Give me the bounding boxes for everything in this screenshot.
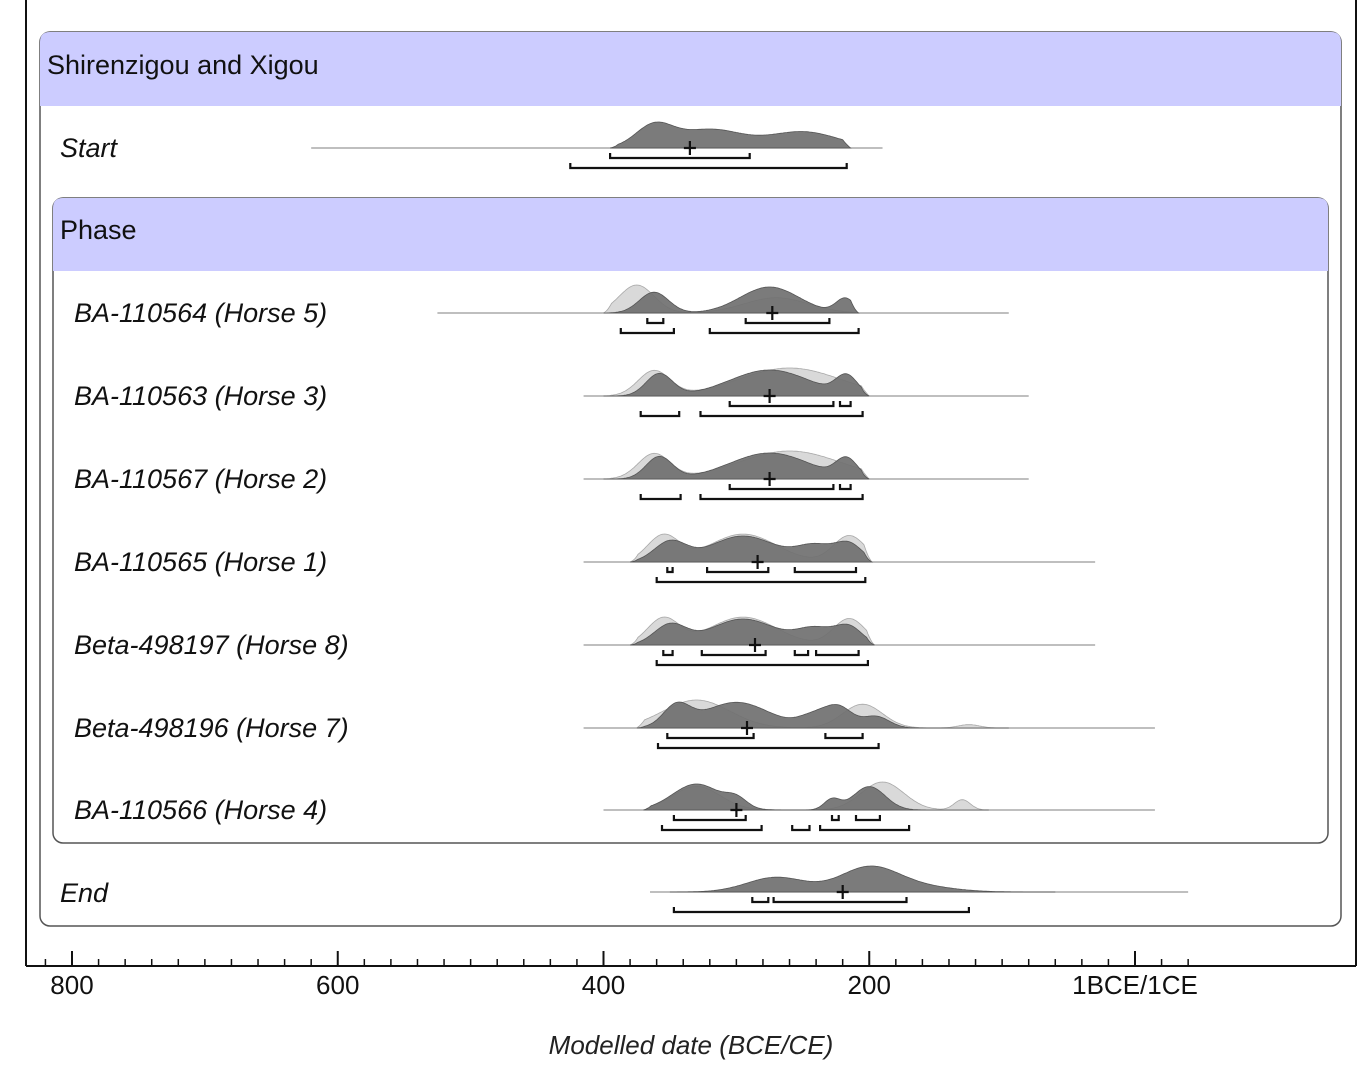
mean-marker-item-5 (741, 721, 753, 735)
posterior-item-1 (603, 369, 870, 397)
posterior-item-4 (630, 618, 875, 646)
posterior-item-0 (603, 286, 860, 314)
range95-item-2-0 (639, 494, 682, 501)
distribution-item-6 (603, 781, 1155, 832)
range95-item-4-0 (655, 660, 869, 667)
row-label-6: BA-110566 (Horse 4) (74, 795, 327, 825)
distributions (311, 121, 1189, 914)
row-label-end: End (60, 878, 109, 908)
range68-item-5-1 (824, 733, 864, 740)
range68-item-4-3 (815, 650, 860, 657)
range68-end-1 (772, 897, 908, 904)
range68-end-0 (751, 897, 770, 904)
mean-marker-item-0 (766, 306, 779, 320)
group-title: Shirenzigou and Xigou (47, 50, 319, 80)
range68-item-6-1 (830, 815, 840, 822)
distribution-item-4 (583, 616, 1096, 667)
range95-item-1-0 (639, 411, 681, 418)
group-header (40, 32, 1341, 106)
tick-label-2: 400 (582, 970, 625, 1000)
range95-item-0-1 (708, 328, 860, 335)
posterior-item-6 (643, 783, 989, 811)
mean-marker-item-4 (749, 638, 761, 652)
phase-header (53, 198, 1328, 271)
range68-item-3-1 (706, 567, 770, 574)
row-label-2: BA-110567 (Horse 2) (74, 464, 327, 494)
range95-item-0-0 (619, 328, 675, 335)
range95-item-6-0 (660, 825, 763, 832)
range68-item-0-0 (646, 318, 665, 325)
range68-item-3-0 (666, 567, 674, 574)
mean-marker-end (836, 885, 849, 899)
mean-marker-item-6 (730, 803, 743, 817)
range95-start-0 (569, 163, 848, 170)
distribution-item-0 (437, 284, 1009, 335)
mean-marker-start (683, 141, 696, 155)
posterior-end (669, 865, 1056, 893)
distribution-item-5 (583, 699, 1155, 750)
range68-item-3-2 (793, 567, 858, 574)
mean-marker-item-3 (751, 555, 764, 569)
range68-item-4-0 (662, 650, 674, 657)
range68-item-1-1 (838, 401, 852, 408)
range95-item-6-1 (791, 825, 811, 832)
mean-marker-item-1 (763, 389, 776, 403)
x-axis-label: Modelled date (BCE/CE) (549, 1030, 834, 1060)
distribution-start (311, 121, 883, 170)
range95-item-3-0 (655, 577, 867, 584)
distribution-item-3 (583, 533, 1096, 584)
range95-item-6-2 (819, 825, 911, 832)
range68-item-4-1 (700, 650, 767, 657)
range68-item-5-0 (666, 733, 755, 740)
distribution-item-2 (583, 450, 1029, 501)
range68-item-6-0 (672, 815, 747, 822)
range68-item-1-0 (728, 401, 835, 408)
range68-item-2-0 (728, 484, 835, 491)
row-label-1: BA-110563 (Horse 3) (74, 381, 327, 411)
range95-item-1-1 (699, 411, 864, 418)
row-label-0: BA-110564 (Horse 5) (74, 298, 327, 328)
phase-title: Phase (60, 215, 137, 245)
range68-item-4-2 (793, 650, 810, 657)
range95-item-5-0 (656, 743, 880, 750)
tick-label-1: 600 (316, 970, 359, 1000)
distribution-end (650, 865, 1189, 914)
range68-item-2-1 (838, 484, 852, 491)
range68-start-0 (609, 153, 751, 160)
posterior-item-5 (636, 701, 1009, 729)
tick-label-0: 800 (50, 970, 93, 1000)
row-label-3: BA-110565 (Horse 1) (74, 547, 327, 577)
posterior-item-3 (630, 535, 874, 563)
mean-marker-item-2 (763, 472, 776, 486)
row-label-5: Beta-498196 (Horse 7) (74, 713, 349, 743)
tick-label-3: 200 (848, 970, 891, 1000)
posterior-start (610, 121, 852, 149)
tick-label-4: 1BCE/1CE (1072, 970, 1198, 1000)
posterior-item-2 (603, 452, 870, 480)
row-label-start: Start (60, 133, 119, 163)
row-label-4: Beta-498197 (Horse 8) (74, 630, 349, 660)
range95-item-2-1 (699, 494, 864, 501)
range68-item-6-2 (854, 815, 881, 822)
phase-box (52, 197, 1329, 844)
distribution-item-1 (583, 367, 1029, 418)
range95-end-0 (672, 907, 970, 914)
x-axis-ticks: 800 600 400 200 1BCE/1CE (44, 951, 1198, 1000)
range68-item-0-1 (744, 318, 831, 325)
